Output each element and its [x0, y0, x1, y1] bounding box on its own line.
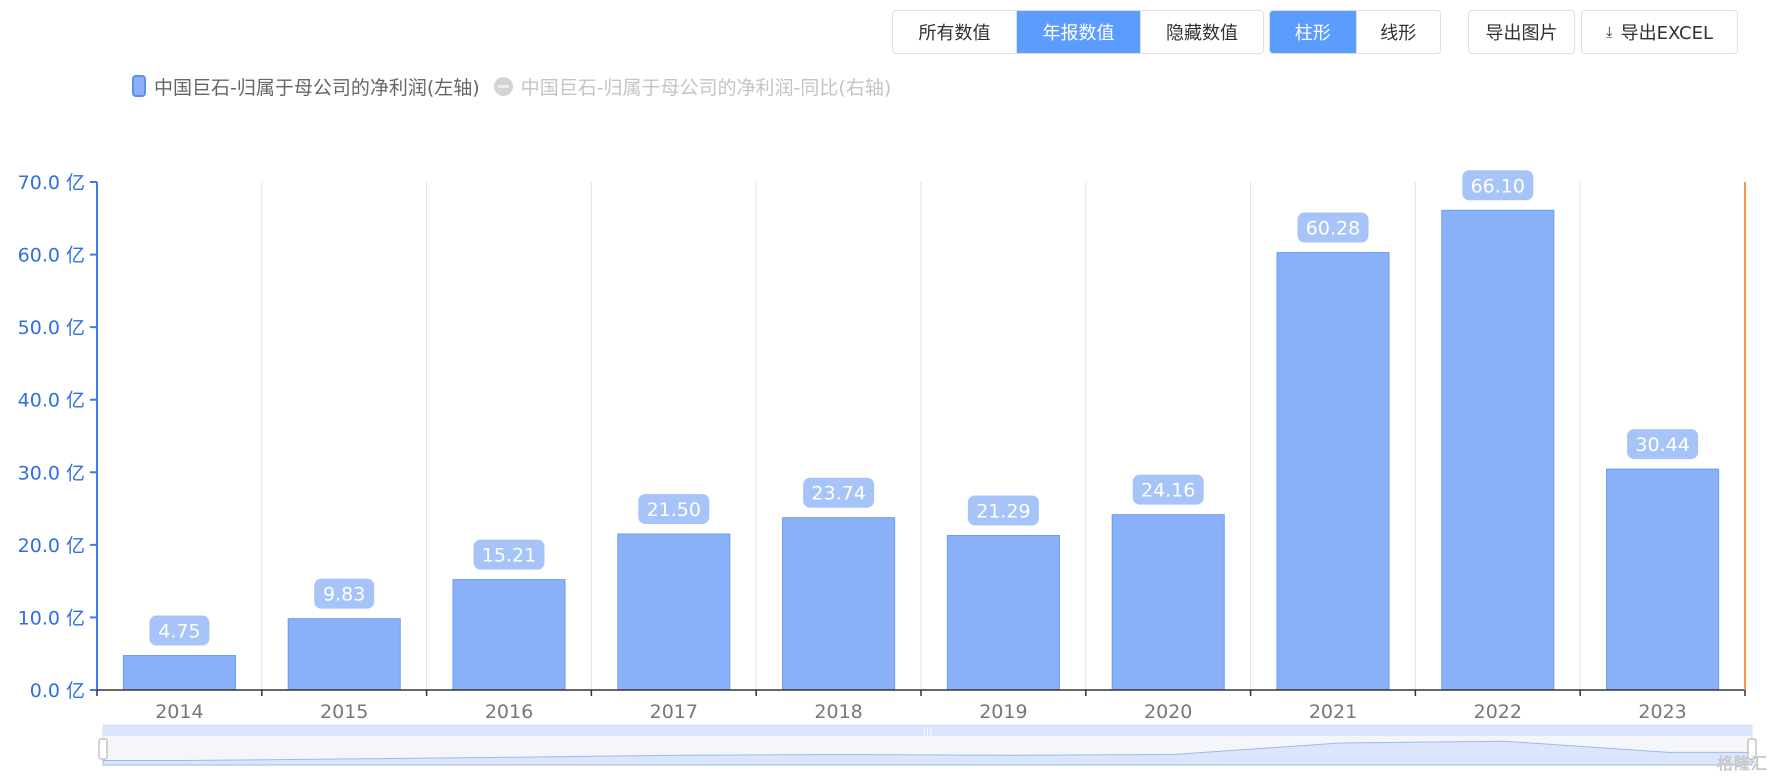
zoom-slider: |||: [98, 724, 1757, 766]
bar-2017[interactable]: [617, 533, 731, 691]
data-label-bg: [1297, 212, 1369, 243]
x-tick-label: 2015: [320, 701, 368, 723]
data-label-bg: [1627, 429, 1699, 460]
legend-item-net-profit[interactable]: 中国巨石-归属于母公司的净利润(左轴): [132, 73, 480, 100]
export-image-group: 导出图片: [1468, 10, 1575, 54]
bar-2019[interactable]: [946, 534, 1060, 691]
data-label-bg: [314, 578, 375, 609]
zoom-grip-icon[interactable]: |||: [922, 727, 932, 738]
data-label-bg: [1462, 170, 1534, 201]
annual-values-button[interactable]: 年报数值: [1016, 11, 1140, 53]
data-label-2018: 23.74: [803, 477, 875, 508]
export-image-label: 导出图片: [1485, 23, 1558, 44]
bar-2021[interactable]: [1276, 252, 1390, 691]
y-tick-label: 60.0 亿: [18, 245, 85, 267]
bar-2015[interactable]: [287, 618, 401, 691]
download-icon: ⤓: [1605, 23, 1613, 41]
data-labels: 4.75 9.83 15.21 21.50 23.74 21.29 24.16 60.28 66…: [149, 170, 1699, 646]
chart-type-group: 柱形 线形: [1269, 10, 1441, 54]
bar-2022[interactable]: [1441, 209, 1555, 691]
legend-label-net-profit: 中国巨石-归属于母公司的净利润(左轴): [154, 76, 480, 99]
data-label-2017: 21.50: [638, 493, 710, 524]
bar-2014[interactable]: [122, 655, 236, 691]
value-mode-group: 所有数值 年报数值 隐藏数值: [892, 10, 1264, 54]
y-tick-label: 0.0 亿: [30, 680, 85, 702]
x-tick-label: 2016: [485, 701, 533, 723]
export-excel-label: 导出EXCEL: [1620, 23, 1713, 44]
legend-label-net-profit-yoy: 中国巨石-归属于母公司的净利润-同比(右轴): [520, 76, 892, 99]
data-label-text: 21.50: [647, 499, 701, 521]
data-label-2014: 4.75: [149, 615, 210, 646]
y-tick-label: 40.0 亿: [18, 390, 85, 412]
bar-2020[interactable]: [1111, 514, 1225, 691]
zoom-track[interactable]: [102, 724, 1753, 766]
legend-item-net-profit-yoy[interactable]: 中国巨石-归属于母公司的净利润-同比(右轴): [493, 73, 892, 100]
bar-2016[interactable]: [452, 579, 566, 691]
export-image-button[interactable]: 导出图片: [1469, 11, 1574, 53]
y-tick-label: 50.0 亿: [18, 317, 85, 339]
y-tick-label: 20.0 亿: [18, 535, 85, 557]
x-tick-label: 2019: [979, 701, 1027, 723]
x-tick-label: 2021: [1309, 701, 1357, 723]
all-values-button[interactable]: 所有数值: [893, 11, 1016, 53]
y-tick-label: 30.0 亿: [18, 462, 85, 484]
data-label-text: 24.16: [1141, 480, 1195, 502]
data-label-bg: [473, 539, 545, 570]
data-label-bg: [803, 477, 875, 508]
data-label-bg: [1132, 474, 1204, 505]
data-label-2016: 15.21: [473, 539, 545, 570]
bar-type-button[interactable]: 柱形: [1270, 11, 1356, 53]
y-tick-label: 70.0 亿: [18, 172, 85, 194]
x-tick-label: 2014: [155, 701, 203, 723]
data-label-text: 21.29: [976, 500, 1030, 522]
data-label-text: 30.44: [1635, 434, 1689, 456]
data-label-text: 23.74: [811, 483, 865, 505]
x-tick-label: 2023: [1638, 701, 1686, 723]
data-label-2021: 60.28: [1297, 212, 1369, 243]
data-label-2023: 30.44: [1627, 429, 1699, 460]
legend-disabled-circle-icon: [493, 76, 513, 96]
zoom-handle-left[interactable]: [98, 738, 108, 760]
x-tick-label: 2022: [1474, 701, 1522, 723]
line-type-button[interactable]: 线形: [1355, 11, 1440, 53]
bars: [122, 209, 1720, 691]
data-label-bg: [149, 615, 210, 646]
export-excel-group: ⤓ 导出EXCEL: [1581, 10, 1738, 54]
data-label-2019: 21.29: [967, 495, 1039, 526]
x-tick-label: 2020: [1144, 701, 1192, 723]
zoom-trend-area: [102, 740, 1753, 766]
x-tick-label: 2018: [814, 701, 862, 723]
bar-2018[interactable]: [782, 517, 896, 691]
x-tick-label: 2017: [650, 701, 698, 723]
hide-values-button[interactable]: 隐藏数值: [1140, 11, 1263, 53]
y-tick-label: 10.0 亿: [18, 607, 85, 629]
watermark-logo: 格隆汇: [1716, 754, 1768, 773]
data-label-bg: [638, 493, 710, 524]
data-label-text: 4.75: [158, 621, 200, 643]
legend-bar-swatch-icon: [132, 75, 146, 97]
data-label-text: 9.83: [323, 584, 365, 606]
data-label-text: 60.28: [1306, 218, 1360, 240]
axes: 0.0 亿 10.0 亿 20.0 亿 30.0 亿 40.0 亿 50.0 亿 60.0 …: [18, 172, 1746, 723]
data-label-2022: 66.10: [1462, 170, 1534, 201]
grid-lines: [261, 182, 1581, 690]
chart-legend: 中国巨石-归属于母公司的净利润(左轴) 中国巨石-归属于母公司的净利润-同比(右…: [132, 71, 905, 101]
data-label-2020: 24.16: [1132, 474, 1204, 505]
export-excel-button[interactable]: ⤓ 导出EXCEL: [1582, 11, 1737, 53]
bar-2023[interactable]: [1606, 468, 1720, 691]
data-label-text: 15.21: [482, 545, 536, 567]
data-label-text: 66.10: [1471, 175, 1525, 197]
data-label-bg: [967, 495, 1039, 526]
data-label-2015: 9.83: [314, 578, 375, 609]
zoom-selected-range[interactable]: [103, 725, 1752, 736]
